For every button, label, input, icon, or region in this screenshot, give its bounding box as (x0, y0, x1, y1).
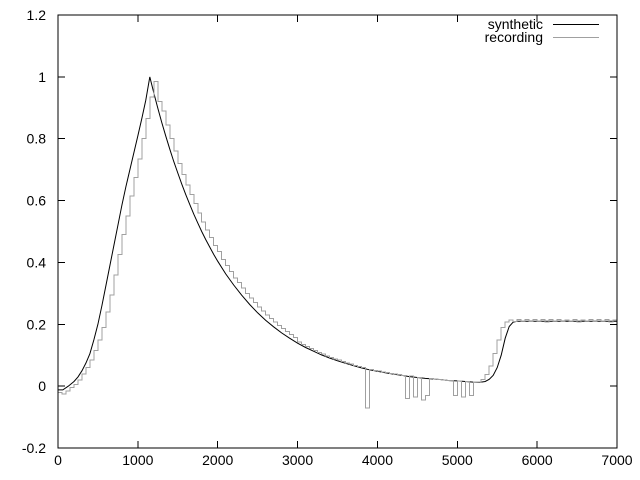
legend: synthetic recording (484, 16, 599, 45)
legend-line-sample-synthetic (553, 24, 599, 25)
y-axis-tick-label: -0.2 (22, 440, 46, 456)
plot-frame (57, 14, 618, 449)
legend-line-sample-recording (553, 37, 599, 38)
x-axis-tick-label: 6000 (522, 452, 553, 468)
x-axis-tick-label: 0 (54, 452, 62, 468)
y-axis-tick-label: 0.8 (27, 131, 47, 147)
x-axis-tick-label: 3000 (282, 452, 313, 468)
y-axis-tick-label: 1.2 (27, 7, 47, 23)
x-axis-tick-label: 5000 (442, 452, 473, 468)
x-axis-tick-label: 4000 (362, 452, 393, 468)
y-axis-tick-label: 0.6 (27, 193, 47, 209)
x-axis-tick-label: 7000 (601, 452, 632, 468)
legend-label-synthetic: synthetic (487, 16, 543, 32)
y-axis-tick-label: 0.2 (27, 316, 47, 332)
legend-item-synthetic: synthetic (485, 16, 599, 32)
series-synthetic-path (58, 76, 617, 391)
legend-label-recording: recording (484, 29, 543, 45)
legend-item-recording: recording (484, 29, 599, 45)
y-axis-tick-label: 1 (38, 69, 46, 85)
x-axis-tick-label: 2000 (202, 452, 233, 468)
x-axis-tick-label: 1000 (122, 452, 153, 468)
y-axis-tick-label: 0 (38, 378, 46, 394)
series-recording-path (58, 81, 618, 409)
y-axis-tick-label: 0.4 (27, 254, 47, 270)
